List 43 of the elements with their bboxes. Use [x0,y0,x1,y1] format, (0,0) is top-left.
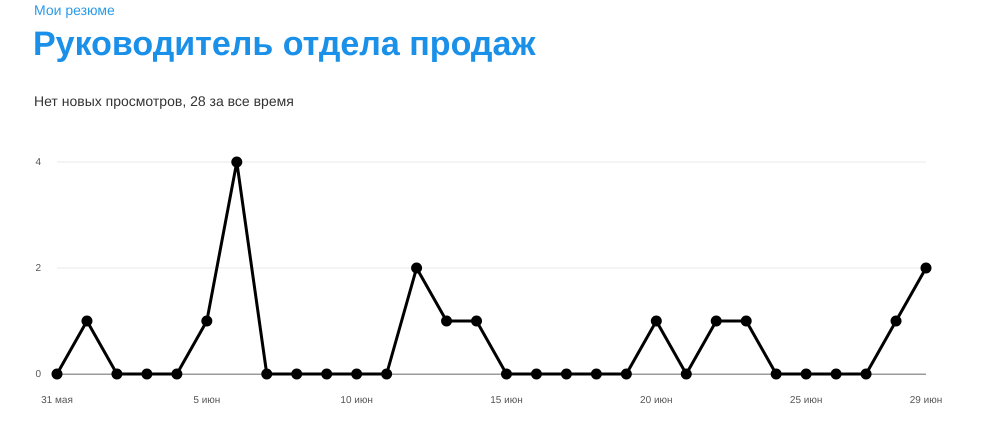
point [530,368,542,380]
point [381,368,392,380]
point [201,316,212,326]
point [590,368,602,380]
point [52,368,62,380]
point [560,368,572,380]
point [171,368,182,380]
point [680,368,692,380]
y-tick-label: 2 [35,262,42,274]
point [890,316,902,326]
point [650,316,662,326]
x-tick-label: 5 июн [193,394,220,406]
chart-title: Руководитель отдела продаж [33,24,536,65]
point [500,368,512,380]
y-tick-label: 0 [35,368,42,380]
x-tick-label: 25 июн [790,394,822,406]
x-tick-label: 20 июн [640,394,673,406]
point [141,368,152,380]
point [81,316,92,326]
point [231,156,242,168]
point [441,316,452,326]
x-tick-label: 31 мая [41,394,73,406]
point [261,368,272,380]
point [321,368,332,380]
point [830,368,842,380]
point [620,368,632,380]
x-tick-label: 10 июн [340,394,373,406]
point [770,368,782,380]
point [411,262,422,274]
y-tick-label: 4 [35,156,42,168]
point [351,368,362,380]
point [920,262,932,274]
point [291,368,302,380]
chart-subtitle: Нет новых просмотров, 28 за все время [34,93,294,109]
point [800,368,812,380]
point [111,368,122,380]
text: Мои резюме [34,2,115,18]
point [740,316,752,326]
point [471,316,482,326]
point [710,316,722,326]
x-tick-label: 15 июн [490,394,523,406]
point [860,368,872,380]
x-tick-label: 29 июн [910,394,942,406]
